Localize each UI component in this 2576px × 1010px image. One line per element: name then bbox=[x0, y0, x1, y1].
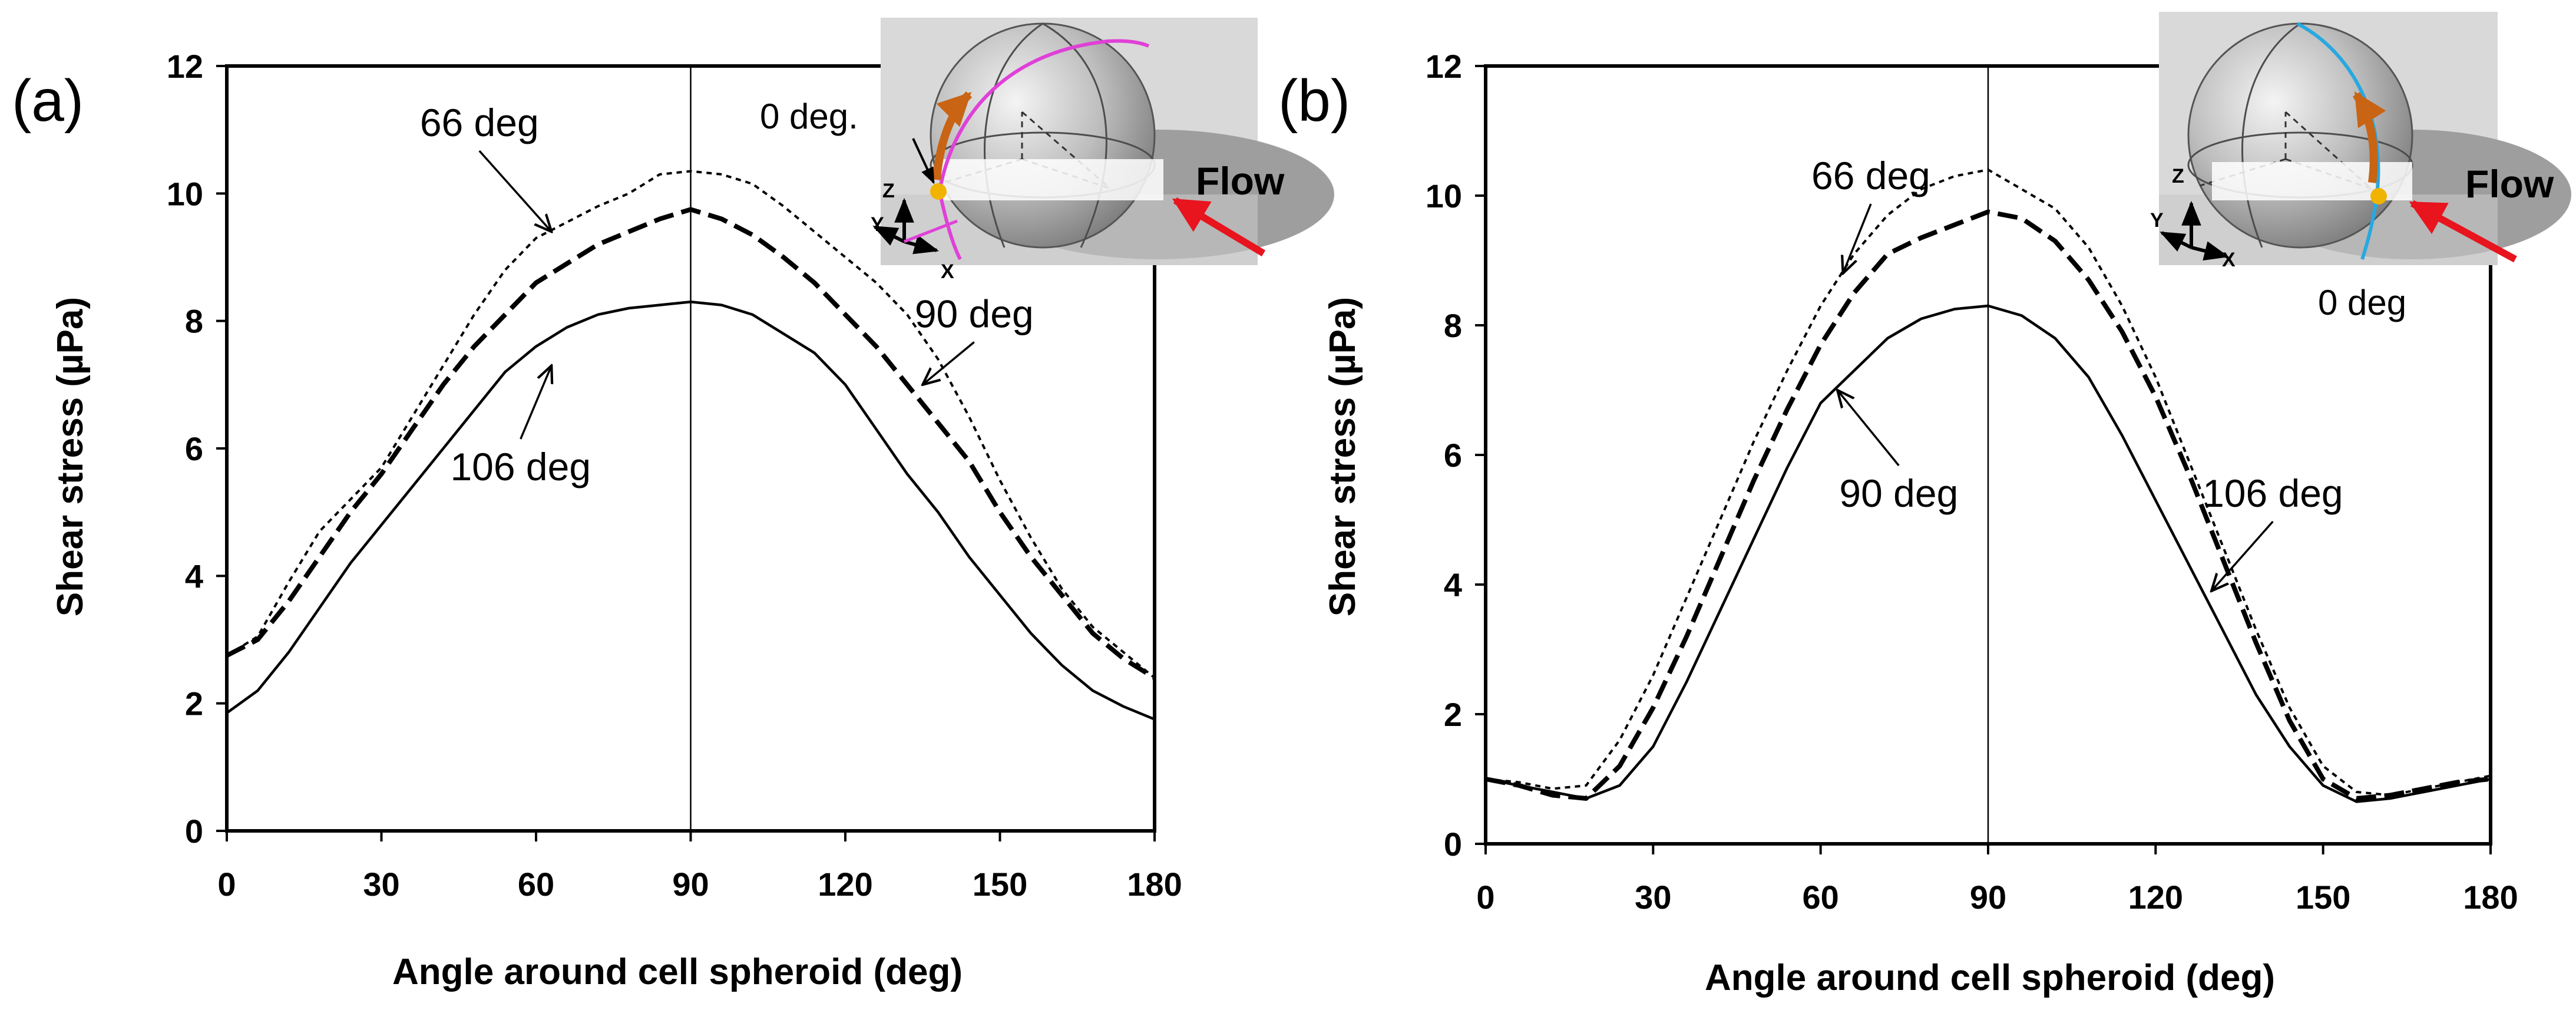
inset-b bbox=[2159, 12, 2571, 265]
inset-path-curve bbox=[938, 191, 962, 260]
annotation-label: 106 deg bbox=[450, 445, 591, 489]
panel-label-b: (b) bbox=[1278, 68, 1350, 134]
y-axis-title-b: Shear stress (µPa) bbox=[1322, 297, 1363, 616]
annotation-label: 90 deg bbox=[1839, 471, 1958, 515]
y-tick-label: 8 bbox=[1444, 307, 1462, 344]
inset-white-band bbox=[940, 159, 1163, 200]
y-tick-label: 12 bbox=[1426, 48, 1462, 85]
x-tick-label: 180 bbox=[1127, 866, 1182, 903]
inset-meridian bbox=[984, 22, 1043, 248]
inset-direction-arrow bbox=[932, 91, 973, 180]
annotation-label: 90 deg bbox=[915, 292, 1034, 335]
series-line-66-deg bbox=[226, 170, 1156, 679]
x-tick-label: 120 bbox=[2128, 879, 2183, 916]
x-tick-label: 90 bbox=[1970, 879, 2006, 916]
annotation-label: 106 deg bbox=[2203, 471, 2343, 515]
annotation-label: 66 deg bbox=[420, 101, 539, 144]
series-line-90-deg bbox=[226, 207, 1156, 680]
inset-flow-label-b: Flow bbox=[2465, 162, 2554, 206]
y-tick-label: 0 bbox=[1444, 826, 1462, 863]
annotation-arrow bbox=[1843, 203, 1872, 273]
y-tick-label: 6 bbox=[185, 430, 203, 467]
y-tick-label: 2 bbox=[185, 685, 203, 722]
inset-point-label-a: 0 deg. bbox=[760, 97, 858, 136]
x-axis-title-a: Angle around cell spheroid (deg) bbox=[392, 952, 963, 992]
y-tick-label: 2 bbox=[1444, 696, 1462, 733]
annotation-arrow bbox=[1837, 390, 1900, 467]
x-tick-label: 0 bbox=[1476, 879, 1494, 916]
series-line-90-deg bbox=[1485, 209, 2491, 801]
inset-start-point bbox=[2370, 188, 2387, 204]
series-line-106-deg bbox=[1485, 304, 2491, 803]
series-line-106-deg bbox=[226, 300, 1155, 721]
inset-flow-arrow bbox=[1172, 197, 1266, 257]
annotation-label: 66 deg bbox=[1811, 154, 1930, 197]
inset-direction-arrow bbox=[2353, 91, 2386, 183]
series-line-66-deg bbox=[1485, 169, 2491, 797]
x-tick-label: 150 bbox=[2296, 879, 2350, 916]
y-tick-label: 4 bbox=[1444, 566, 1462, 603]
x-tick-label: 30 bbox=[1635, 879, 1671, 916]
annotation-arrow bbox=[2211, 520, 2274, 591]
inset-path-curve bbox=[938, 39, 1150, 192]
x-tick-label: 150 bbox=[973, 866, 1027, 903]
inset-axis-y-a: Y bbox=[871, 213, 884, 236]
x-tick-label: 30 bbox=[363, 866, 399, 903]
inset-axis-z-a: Z bbox=[882, 180, 895, 202]
inset-flow-label-a: Flow bbox=[1196, 159, 1285, 203]
inset-axis-y-b: Y bbox=[2150, 209, 2164, 232]
inset-axis-x-b: X bbox=[2222, 249, 2236, 271]
x-tick-label: 120 bbox=[818, 866, 872, 903]
y-tick-label: 6 bbox=[1444, 437, 1462, 474]
annotation-arrow bbox=[520, 365, 552, 440]
x-axis-title-b: Angle around cell spheroid (deg) bbox=[1705, 958, 2275, 998]
panel-label-a: (a) bbox=[12, 68, 84, 134]
inset-axis-x-a: X bbox=[941, 260, 954, 283]
inset-start-point bbox=[930, 183, 947, 200]
inset-point-label-b: 0 deg bbox=[2318, 283, 2406, 322]
y-tick-label: 10 bbox=[1426, 177, 1462, 214]
inset-point-arrow bbox=[912, 138, 935, 184]
x-tick-label: 60 bbox=[1803, 879, 1839, 916]
y-tick-label: 4 bbox=[185, 557, 203, 595]
inset-meridian bbox=[1042, 22, 1107, 248]
inset-meridian bbox=[2241, 22, 2301, 248]
y-tick-label: 0 bbox=[185, 813, 203, 850]
inset-flow-arrow bbox=[2409, 200, 2517, 263]
x-tick-label: 60 bbox=[518, 866, 554, 903]
y-axis-title-a: Shear stress (µPa) bbox=[50, 297, 91, 616]
inset-a bbox=[872, 18, 1334, 265]
y-tick-label: 8 bbox=[185, 303, 203, 340]
inset-coordinate-axes bbox=[872, 197, 958, 255]
inset-axis-z-b: Z bbox=[2172, 165, 2184, 187]
y-tick-label: 12 bbox=[167, 48, 203, 85]
annotation-arrow bbox=[922, 341, 975, 384]
x-tick-label: 0 bbox=[217, 866, 236, 903]
inset-coordinate-axes bbox=[2160, 200, 2230, 261]
annotation-arrow bbox=[478, 150, 552, 232]
inset-sphere bbox=[2187, 22, 2413, 249]
x-tick-label: 90 bbox=[672, 866, 709, 903]
x-tick-label: 180 bbox=[2463, 879, 2518, 916]
y-tick-label: 10 bbox=[167, 175, 203, 212]
